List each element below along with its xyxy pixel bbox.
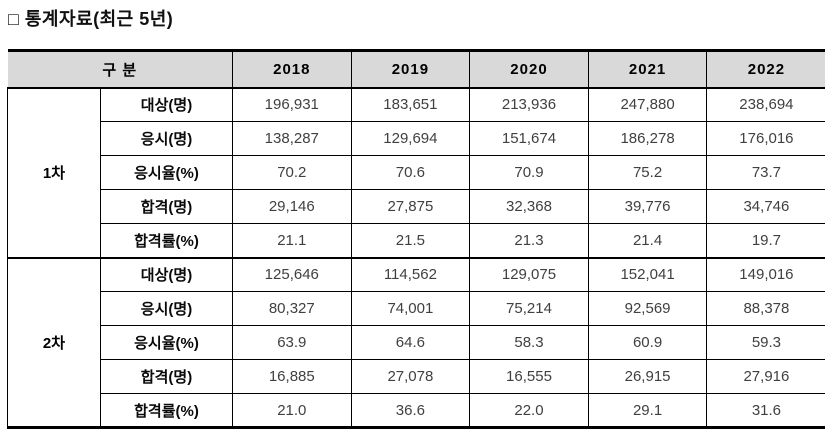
- table-row: 1차 대상(명) 196,931 183,651 213,936 247,880…: [7, 87, 826, 258]
- cell-value: 196,931: [232, 87, 352, 122]
- table-header: 구 분 2018 2019 2020 2021 2022: [7, 50, 826, 89]
- cell-value: 29,146: [232, 189, 352, 224]
- cell-value: 21.5: [350, 223, 471, 258]
- year-header-2018: 2018: [232, 50, 352, 89]
- cell-value: 31.6: [706, 393, 826, 428]
- cell-value: 70.9: [469, 155, 589, 190]
- cell-value: 183,651: [350, 87, 471, 122]
- cell-value: 75,214: [469, 291, 589, 326]
- section-round-2: 2차 대상(명) 125,646 114,562 129,075 152,041…: [7, 256, 826, 428]
- year-header-2021: 2021: [587, 50, 708, 89]
- cell-value: 125,646: [232, 256, 352, 292]
- cell-value: 64.6: [350, 325, 471, 360]
- section-round-1: 1차 대상(명) 196,931 183,651 213,936 247,880…: [7, 87, 826, 258]
- cell-value: 27,916: [706, 359, 826, 394]
- cell-value: 74,001: [350, 291, 471, 326]
- cell-value: 21.0: [232, 393, 352, 428]
- cell-value: 21.4: [587, 223, 708, 258]
- group-label-round2: 2차: [7, 256, 101, 428]
- row-label: 합격(명): [100, 189, 233, 224]
- cell-value: 152,041: [587, 256, 708, 292]
- table-row: 합격(명) 29,146 27,875 32,368 39,776 34,746: [8, 189, 826, 224]
- row-label: 응시(명): [100, 121, 233, 156]
- cell-value: 213,936: [469, 87, 589, 122]
- cell-value: 114,562: [350, 256, 471, 292]
- cell-value: 16,555: [469, 359, 589, 394]
- cell-value: 80,327: [232, 291, 352, 326]
- cell-value: 138,287: [232, 121, 352, 156]
- cell-value: 151,674: [469, 121, 589, 156]
- cell-value: 39,776: [587, 189, 708, 224]
- cell-value: 247,880: [587, 87, 708, 122]
- cell-value: 129,075: [469, 256, 589, 292]
- cell-value: 75.2: [587, 155, 708, 190]
- cell-value: 27,078: [350, 359, 471, 394]
- table-row: 합격(명) 16,885 27,078 16,555 26,915 27,916: [8, 359, 826, 394]
- row-label: 합격률(%): [100, 223, 233, 258]
- table-row: 2차 대상(명) 125,646 114,562 129,075 152,041…: [7, 256, 826, 428]
- cell-value: 59.3: [706, 325, 826, 360]
- cell-value: 129,694: [350, 121, 471, 156]
- cell-value: 88,378: [706, 291, 826, 326]
- table-row: 응시(명) 80,327 74,001 75,214 92,569 88,378: [8, 291, 826, 326]
- cell-value: 70.2: [232, 155, 352, 190]
- cell-value: 73.7: [706, 155, 826, 190]
- cell-value: 176,016: [706, 121, 826, 156]
- cell-value: 149,016: [706, 256, 826, 292]
- row-label: 합격(명): [100, 359, 233, 394]
- row-label: 대상(명): [100, 87, 233, 122]
- cell-value: 26,915: [587, 359, 708, 394]
- cell-value: 32,368: [469, 189, 589, 224]
- year-header-2022: 2022: [706, 50, 826, 89]
- corner-header-cell: 구 분: [7, 50, 233, 89]
- table-row: 합격률(%) 21.1 21.5 21.3 21.4 19.7: [8, 223, 826, 258]
- cell-value: 34,746: [706, 189, 826, 224]
- cell-value: 92,569: [587, 291, 708, 326]
- row-label: 응시(명): [100, 291, 233, 326]
- row-label: 응시율(%): [100, 155, 233, 190]
- cell-value: 16,885: [232, 359, 352, 394]
- cell-value: 21.1: [232, 223, 352, 258]
- cell-value: 19.7: [706, 223, 826, 258]
- cell-value: 60.9: [587, 325, 708, 360]
- cell-value: 186,278: [587, 121, 708, 156]
- page-title: □ 통계자료(최근 5년): [8, 9, 174, 29]
- statistics-table: 구 분 2018 2019 2020 2021 2022 1차 대상(명) 19…: [7, 49, 826, 429]
- cell-value: 22.0: [469, 393, 589, 428]
- group-label-round1: 1차: [7, 87, 101, 258]
- cell-value: 238,694: [706, 87, 826, 122]
- cell-value: 36.6: [350, 393, 471, 428]
- row-label: 합격률(%): [100, 393, 233, 428]
- header-row: 구 분 2018 2019 2020 2021 2022: [7, 50, 826, 89]
- row-label: 응시율(%): [100, 325, 233, 360]
- year-header-2020: 2020: [469, 50, 589, 89]
- cell-value: 29.1: [587, 393, 708, 428]
- table-row: 합격률(%) 21.0 36.6 22.0 29.1 31.6: [8, 393, 826, 428]
- cell-value: 58.3: [469, 325, 589, 360]
- cell-value: 27,875: [350, 189, 471, 224]
- year-header-2019: 2019: [350, 50, 471, 89]
- cell-value: 70.6: [350, 155, 471, 190]
- table-row: 응시율(%) 63.9 64.6 58.3 60.9 59.3: [8, 325, 826, 360]
- cell-value: 21.3: [469, 223, 589, 258]
- row-label: 대상(명): [100, 256, 233, 292]
- cell-value: 63.9: [232, 325, 352, 360]
- table-row: 응시(명) 138,287 129,694 151,674 186,278 17…: [8, 121, 826, 156]
- table-row: 응시율(%) 70.2 70.6 70.9 75.2 73.7: [8, 155, 826, 190]
